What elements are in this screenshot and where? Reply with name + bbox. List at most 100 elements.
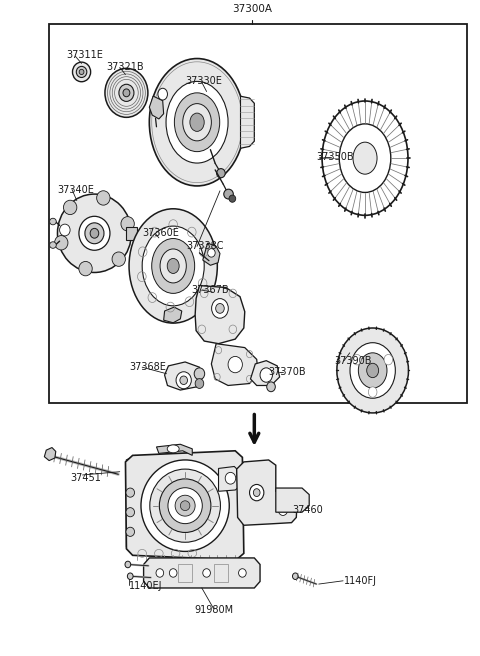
Text: 37370B: 37370B — [269, 367, 306, 377]
Text: 37460: 37460 — [292, 504, 323, 514]
Ellipse shape — [216, 169, 225, 178]
Ellipse shape — [85, 223, 104, 244]
Ellipse shape — [152, 239, 195, 293]
Ellipse shape — [176, 372, 192, 389]
Ellipse shape — [142, 226, 204, 306]
Polygon shape — [203, 243, 220, 265]
Ellipse shape — [278, 504, 288, 516]
Polygon shape — [251, 361, 280, 386]
Ellipse shape — [350, 342, 396, 398]
Ellipse shape — [79, 70, 84, 75]
Ellipse shape — [175, 495, 195, 516]
Ellipse shape — [203, 569, 210, 577]
Ellipse shape — [322, 101, 408, 215]
Ellipse shape — [224, 189, 233, 199]
Polygon shape — [165, 362, 203, 390]
Polygon shape — [144, 558, 260, 588]
Ellipse shape — [368, 387, 377, 398]
Ellipse shape — [167, 258, 179, 274]
Polygon shape — [276, 488, 309, 512]
Bar — [49, 24, 467, 403]
Ellipse shape — [168, 487, 202, 523]
Ellipse shape — [79, 262, 92, 276]
Ellipse shape — [167, 445, 179, 453]
Text: 37330E: 37330E — [185, 76, 222, 86]
Ellipse shape — [337, 328, 408, 413]
Ellipse shape — [72, 62, 91, 82]
Ellipse shape — [159, 479, 211, 533]
Text: 37340E: 37340E — [58, 184, 95, 195]
Ellipse shape — [225, 472, 236, 484]
Ellipse shape — [79, 216, 110, 251]
Text: 1140FJ: 1140FJ — [344, 577, 377, 586]
Text: 1140EJ: 1140EJ — [129, 581, 163, 591]
Ellipse shape — [127, 573, 133, 579]
Text: 37451: 37451 — [71, 473, 101, 483]
Ellipse shape — [195, 379, 204, 388]
Polygon shape — [126, 455, 137, 552]
Ellipse shape — [180, 376, 188, 384]
Ellipse shape — [112, 252, 125, 266]
Ellipse shape — [105, 68, 148, 117]
Ellipse shape — [228, 356, 242, 373]
Ellipse shape — [353, 354, 361, 365]
Ellipse shape — [239, 569, 246, 577]
Ellipse shape — [125, 561, 131, 567]
Ellipse shape — [367, 363, 379, 378]
Polygon shape — [195, 285, 245, 344]
Ellipse shape — [267, 382, 276, 392]
Ellipse shape — [250, 484, 264, 501]
Ellipse shape — [194, 368, 204, 380]
Ellipse shape — [359, 353, 387, 388]
Ellipse shape — [129, 209, 217, 323]
Ellipse shape — [121, 216, 134, 231]
Ellipse shape — [119, 84, 134, 102]
Ellipse shape — [149, 58, 245, 186]
Ellipse shape — [190, 113, 204, 131]
Bar — [214, 564, 228, 582]
Polygon shape — [164, 307, 182, 323]
Ellipse shape — [353, 142, 377, 174]
Ellipse shape — [183, 104, 211, 141]
Text: 37338C: 37338C — [187, 241, 224, 251]
Polygon shape — [211, 344, 258, 386]
Ellipse shape — [141, 460, 229, 552]
Ellipse shape — [166, 81, 228, 163]
Text: 91980M: 91980M — [194, 605, 233, 615]
Ellipse shape — [156, 569, 164, 577]
Ellipse shape — [169, 569, 177, 577]
Text: 37350B: 37350B — [316, 152, 354, 162]
Ellipse shape — [76, 66, 87, 77]
Ellipse shape — [180, 501, 190, 510]
Ellipse shape — [90, 228, 99, 238]
Ellipse shape — [49, 218, 56, 225]
Ellipse shape — [158, 89, 168, 100]
Text: 37321B: 37321B — [107, 62, 144, 72]
Text: 37300A: 37300A — [232, 5, 272, 14]
Ellipse shape — [260, 368, 273, 382]
Ellipse shape — [60, 224, 70, 236]
Text: 37367B: 37367B — [192, 285, 229, 295]
Ellipse shape — [229, 195, 236, 202]
Ellipse shape — [212, 298, 228, 318]
Ellipse shape — [339, 124, 391, 192]
Ellipse shape — [292, 573, 298, 579]
Ellipse shape — [55, 236, 68, 250]
Text: 37368E: 37368E — [129, 362, 166, 372]
Bar — [126, 227, 137, 240]
Text: 37311E: 37311E — [66, 50, 103, 60]
Ellipse shape — [126, 527, 134, 537]
Polygon shape — [156, 444, 192, 455]
Text: 37390B: 37390B — [335, 356, 372, 365]
Ellipse shape — [63, 200, 77, 215]
Polygon shape — [125, 451, 244, 560]
Ellipse shape — [49, 242, 56, 249]
Ellipse shape — [58, 194, 132, 272]
Polygon shape — [218, 466, 242, 491]
Ellipse shape — [126, 488, 134, 497]
Ellipse shape — [207, 249, 215, 257]
Ellipse shape — [96, 191, 110, 205]
Polygon shape — [237, 460, 297, 525]
Ellipse shape — [123, 89, 130, 96]
Ellipse shape — [253, 489, 260, 497]
